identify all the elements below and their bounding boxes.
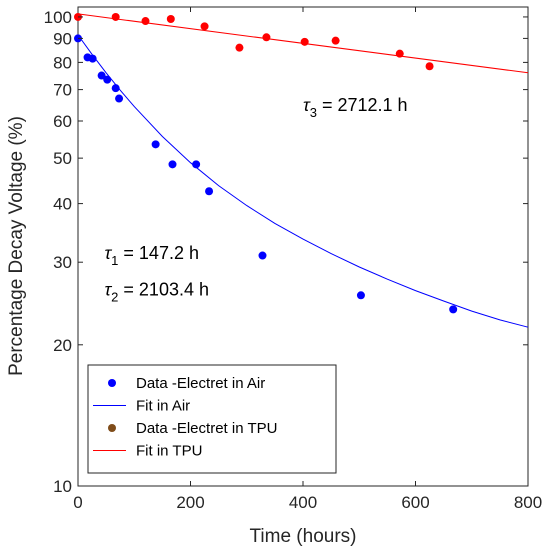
x-tick-label: 800 [514, 493, 542, 512]
legend-marker-swatch [108, 424, 116, 432]
y-tick-label: 40 [53, 195, 72, 214]
data-point [151, 140, 160, 149]
data-point [235, 43, 244, 52]
annotation-value: = 2712.1 h [317, 95, 408, 115]
y-tick-label: 80 [53, 53, 72, 72]
y-tick-label: 60 [53, 112, 72, 131]
legend-entry-label: Data -Electret in TPU [136, 420, 277, 437]
y-tick-label: 90 [53, 29, 72, 48]
data-points [74, 12, 458, 314]
tick-labels: 0 200 400 600 800 10 20 30 40 50 60 70 80 90 100 [44, 8, 543, 512]
x-tick-label: 600 [401, 493, 429, 512]
data-point [425, 62, 434, 71]
y-tick-label: 100 [44, 8, 72, 27]
data-point [356, 291, 365, 300]
data-point [205, 187, 214, 196]
annotation-subscript: 2 [111, 289, 118, 304]
annotation-text: τ3 = 2712.1 h [303, 95, 408, 120]
data-point [168, 160, 177, 169]
data-point [166, 14, 175, 23]
annotation-text: τ1 = 147.2 h [104, 243, 199, 268]
y-tick-label: 30 [53, 253, 72, 272]
axis-ticks [77, 7, 529, 487]
legend-marker-swatch [108, 379, 116, 387]
y-axis-label: Percentage Decay Voltage (%) [6, 116, 27, 376]
y-tick-label: 50 [53, 149, 72, 168]
data-point [262, 33, 271, 42]
legend-entry-label: Data -Electret in Air [136, 375, 265, 392]
fit-line-1 [77, 34, 529, 328]
data-point [395, 49, 404, 58]
legend-box [87, 364, 337, 474]
annotation-text: τ2 = 2103.4 h [104, 279, 209, 304]
data-point [97, 71, 106, 80]
legend-entry-label: Fit in TPU [136, 443, 202, 460]
data-point [331, 36, 340, 45]
legend: Data -Electret in Air Fit in Air Data -Ele… [87, 364, 337, 474]
x-tick-label: 400 [289, 493, 317, 512]
y-tick-label: 70 [53, 81, 72, 100]
data-point [88, 54, 97, 63]
y-tick-label: 20 [53, 336, 72, 355]
legend-entry-label: Fit in Air [136, 398, 190, 415]
annotations: τ3 = 2712.1 hτ1 = 147.2 hτ2 = 2103.4 h [104, 95, 407, 304]
annotation-subscript: 3 [310, 105, 317, 120]
annotation-symbol: τ [104, 279, 112, 299]
x-axis-label: Time (hours) [250, 526, 357, 547]
annotation-value: = 2103.4 h [118, 279, 209, 299]
data-point [115, 94, 124, 103]
data-point [258, 251, 267, 260]
x-tick-label: 200 [176, 493, 204, 512]
y-tick-label: 10 [53, 477, 72, 496]
annotation-symbol: τ [303, 95, 311, 115]
data-point [141, 17, 150, 26]
x-tick-label: 0 [73, 493, 82, 512]
data-point [111, 84, 120, 93]
data-point [111, 12, 120, 21]
annotation-subscript: 1 [111, 253, 118, 268]
annotation-value: = 147.2 h [118, 243, 199, 263]
data-point [200, 22, 209, 31]
data-point [103, 75, 112, 84]
annotation-symbol: τ [104, 243, 112, 263]
data-point [449, 305, 458, 314]
data-point [192, 160, 201, 169]
data-point [300, 37, 309, 46]
